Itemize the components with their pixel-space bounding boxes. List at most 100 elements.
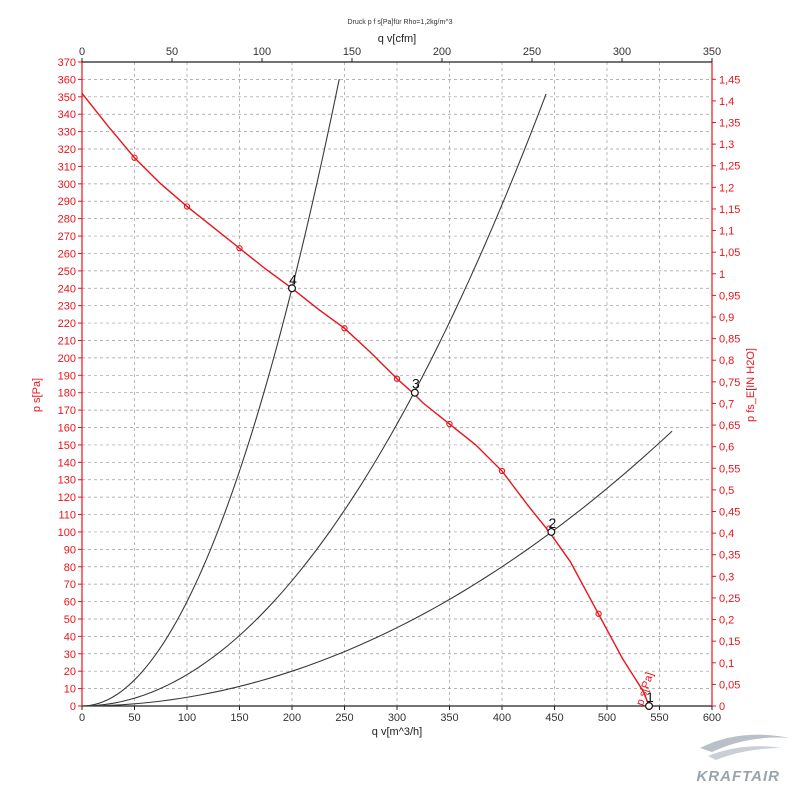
left-tick-label: 240 <box>58 283 76 295</box>
left-tick-label: 130 <box>58 475 76 487</box>
fan-curve-marker <box>393 375 401 382</box>
left-tick-label: 70 <box>64 579 76 591</box>
bottom-tick-label: 50 <box>128 712 140 724</box>
right-tick-label: 0,15 <box>719 636 740 648</box>
left-tick-label: 190 <box>58 370 76 382</box>
right-tick-label: 1,45 <box>719 74 740 86</box>
grid <box>81 61 713 707</box>
bottom-tick-label: 100 <box>178 712 196 724</box>
operating-point-2 <box>547 527 556 536</box>
right-tick-label: 0,7 <box>719 398 734 410</box>
left-tick-label: 330 <box>58 127 76 139</box>
left-axis-label: p s[Pa] <box>31 378 43 412</box>
top-tick-label: 0 <box>79 46 85 58</box>
left-tick-label: 170 <box>58 405 76 417</box>
right-tick-label: 1,15 <box>719 204 740 216</box>
top-tick-label: 250 <box>523 46 541 58</box>
operating-point-label-3: 3 <box>412 376 420 392</box>
left-tick-label: 80 <box>64 562 76 574</box>
right-tick-label: 0,3 <box>719 571 734 583</box>
left-tick-label: 270 <box>58 231 76 243</box>
right-tick-label: 0,35 <box>719 550 740 562</box>
left-tick-label: 280 <box>58 214 76 226</box>
logo-swoosh-icon-2 <box>708 746 782 760</box>
bottom-tick-label: 250 <box>335 712 353 724</box>
right-tick-label: 0,45 <box>719 507 740 519</box>
top-tick-label: 350 <box>703 46 721 58</box>
left-tick-label: 220 <box>58 318 76 330</box>
left-tick-label: 50 <box>64 614 76 626</box>
right-tick-label: 0,25 <box>719 593 740 605</box>
kraftair-logo: KRAFTAIR <box>696 734 790 785</box>
top-tick-label: 150 <box>343 46 361 58</box>
bottom-tick-label: 300 <box>388 712 406 724</box>
right-tick-label: 1,35 <box>719 118 740 130</box>
left-tick-label: 100 <box>58 527 76 539</box>
left-tick-label: 0 <box>70 701 76 713</box>
fan-curve-line <box>81 92 650 707</box>
top-tick-label: 300 <box>613 46 631 58</box>
right-tick-label: 0,05 <box>719 679 740 691</box>
left-tick-label: 140 <box>58 457 76 469</box>
fan-curve-marker <box>498 467 506 475</box>
right-axis-label: p fs_E[IN H2O] <box>745 348 757 422</box>
left-tick-label: 290 <box>58 196 76 208</box>
fan-curve-marker <box>236 245 243 252</box>
logo-text: KRAFTAIR <box>696 768 780 785</box>
left-tick-label: 180 <box>58 388 76 400</box>
operating-point-4 <box>288 284 297 293</box>
top-tick-label: 100 <box>253 46 271 58</box>
left-tick-label: 30 <box>64 649 76 661</box>
fan-curve-marker <box>183 203 191 210</box>
operating-point-label-2: 2 <box>548 515 556 531</box>
left-tick-label: 260 <box>58 248 76 260</box>
right-tick-label: 1,1 <box>719 226 734 238</box>
left-tick-label: 110 <box>58 510 76 522</box>
tick-labels: 0102030405060708090100110120130140150160… <box>58 46 741 724</box>
right-tick-label: 1,05 <box>719 247 740 259</box>
operating-point-3 <box>410 388 419 397</box>
system-curve-4 <box>81 79 340 707</box>
left-tick-label: 160 <box>58 423 76 435</box>
right-tick-label: 0 <box>719 701 725 713</box>
left-tick-label: 250 <box>58 266 76 278</box>
left-tick-label: 120 <box>58 492 76 504</box>
left-tick-label: 200 <box>58 353 76 365</box>
fan-curve-marker <box>131 154 138 161</box>
operating-points: 4 3 2 1 <box>288 271 654 710</box>
system-curve-3 <box>81 93 547 707</box>
right-tick-label: 0,1 <box>719 658 734 670</box>
top-tick-label: 200 <box>433 46 451 58</box>
left-tick-label: 310 <box>58 161 76 173</box>
left-tick-label: 230 <box>58 301 76 313</box>
bottom-tick-label: 500 <box>598 712 616 724</box>
left-tick-label: 370 <box>58 57 76 69</box>
right-tick-label: 0,55 <box>719 463 740 475</box>
right-tick-label: 1,25 <box>719 161 740 173</box>
fan-curve-marker <box>446 420 453 428</box>
bottom-tick-label: 600 <box>703 712 721 724</box>
left-tick-label: 300 <box>58 179 76 191</box>
left-tick-label: 150 <box>58 440 76 452</box>
right-tick-label: 0,95 <box>719 290 740 302</box>
left-tick-label: 10 <box>64 684 76 696</box>
left-tick-label: 20 <box>64 666 76 678</box>
bottom-tick-label: 150 <box>230 712 248 724</box>
right-tick-label: 0,8 <box>719 355 734 367</box>
left-tick-label: 360 <box>58 74 76 86</box>
system-curve-2 <box>81 430 673 707</box>
top-tick-label: 50 <box>166 46 178 58</box>
right-tick-label: 1 <box>719 269 725 281</box>
bottom-tick-label: 350 <box>440 712 458 724</box>
right-tick-label: 0,75 <box>719 377 740 389</box>
right-tick-label: 0,5 <box>719 485 734 497</box>
left-tick-label: 340 <box>58 109 76 121</box>
left-tick-label: 60 <box>64 597 76 609</box>
fan-curve <box>81 92 650 707</box>
top-axis-label: q v[cfm] <box>378 33 417 45</box>
operating-point-label-1: 1 <box>646 689 654 705</box>
system-curves <box>81 79 673 707</box>
right-tick-label: 0,2 <box>719 615 734 627</box>
right-tick-label: 0,9 <box>719 312 734 324</box>
